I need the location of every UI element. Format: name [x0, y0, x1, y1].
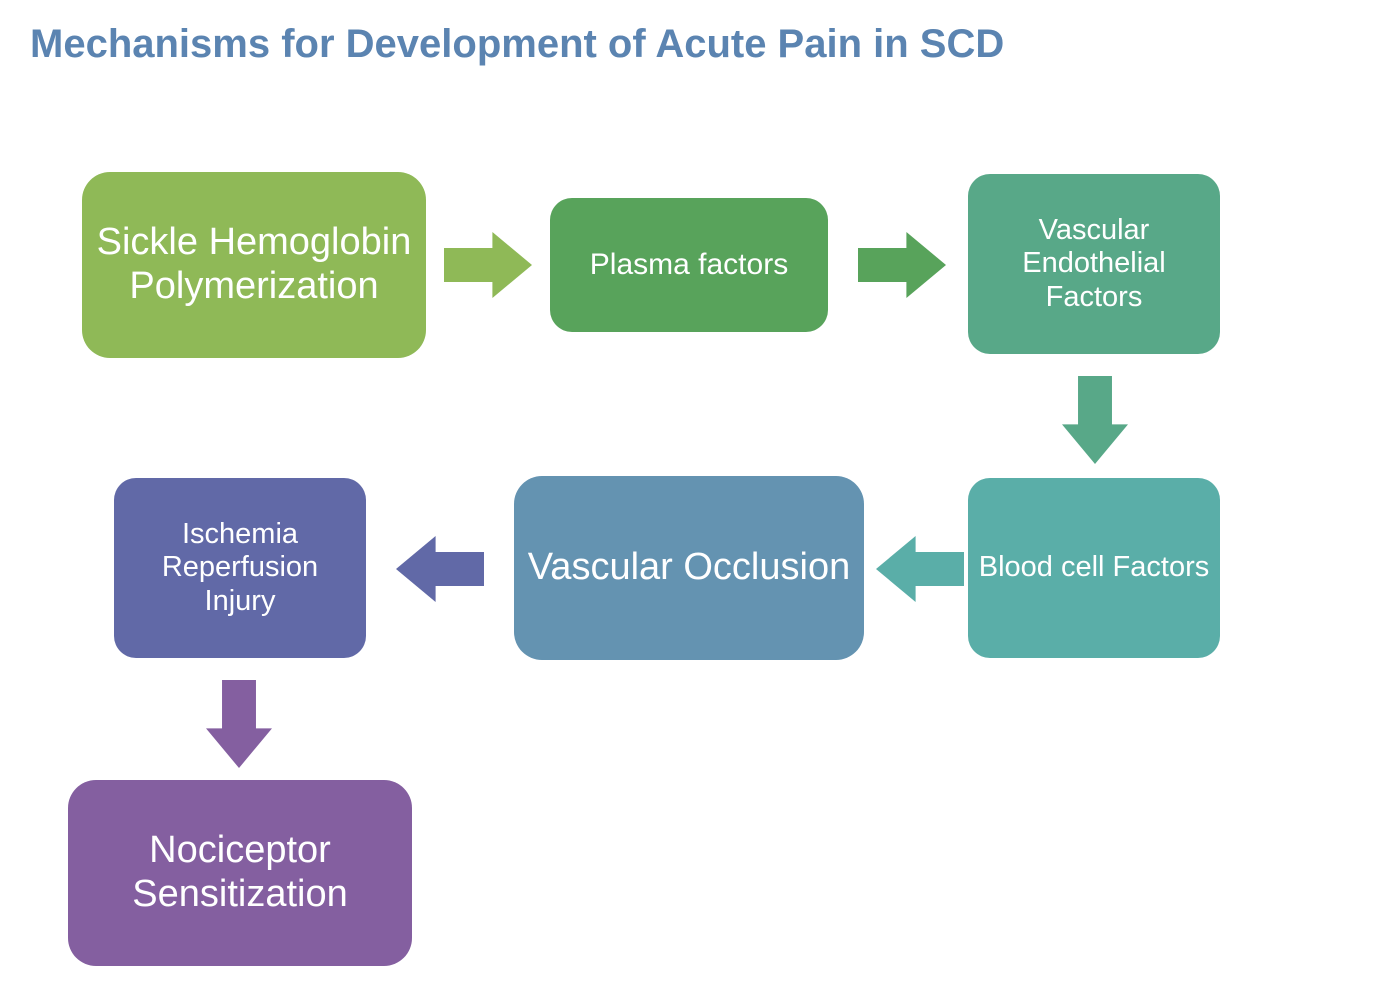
node-label: Vascular Occlusion: [528, 546, 850, 590]
node-bcf: Blood cell Factors: [968, 478, 1220, 658]
node-label: Blood cell Factors: [979, 551, 1210, 584]
arrow-left-icon: [396, 536, 484, 602]
node-noci: Nociceptor Sensitization: [68, 780, 412, 966]
node-vef: Vascular Endothelial Factors: [968, 174, 1220, 354]
arrow-down-icon: [1062, 376, 1128, 464]
node-iri: Ischemia Reperfusion Injury: [114, 478, 366, 658]
node-label: Sickle Hemoglobin Polymerization: [92, 221, 416, 308]
node-label: Nociceptor Sensitization: [78, 829, 402, 916]
node-label: Vascular Endothelial Factors: [978, 214, 1210, 314]
node-vo: Vascular Occlusion: [514, 476, 864, 660]
arrow-right-icon: [444, 232, 532, 298]
arrow-right-icon: [858, 232, 946, 298]
node-sickle: Sickle Hemoglobin Polymerization: [82, 172, 426, 358]
arrow-left-icon: [876, 536, 964, 602]
page-title: Mechanisms for Development of Acute Pain…: [30, 22, 1004, 67]
node-plasma: Plasma factors: [550, 198, 828, 332]
arrow-down-icon: [206, 680, 272, 768]
node-label: Ischemia Reperfusion Injury: [124, 518, 356, 618]
node-label: Plasma factors: [590, 248, 788, 283]
